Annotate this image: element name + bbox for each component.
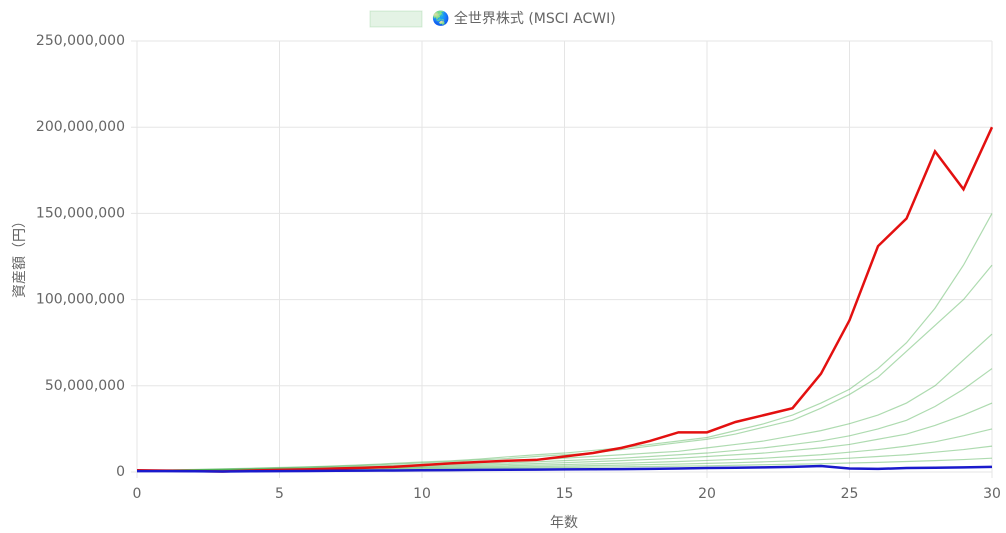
series-line	[136, 333, 993, 471]
x-tick-label: 25	[841, 486, 859, 502]
y-tick-label: 50,000,000	[45, 378, 125, 394]
y-tick-label: 100,000,000	[36, 292, 125, 308]
x-tick-label: 15	[556, 486, 574, 502]
legend-label: 🌏 全世界株式 (MSCI ACWI)	[432, 10, 616, 27]
series-line	[136, 264, 993, 471]
y-tick-label: 150,000,000	[36, 205, 125, 221]
x-axis-label: 年数	[550, 515, 578, 531]
y-tick-label: 0	[116, 464, 125, 480]
x-tick-label: 20	[698, 486, 716, 502]
y-tick-label: 200,000,000	[36, 119, 125, 135]
series-line	[136, 213, 993, 471]
x-tick-label: 0	[133, 486, 142, 502]
legend-swatch	[369, 10, 423, 28]
y-axis-label: 資産額（円）	[12, 214, 28, 298]
x-tick-label: 30	[983, 486, 1001, 502]
x-tick-label: 5	[275, 486, 284, 502]
x-tick-label: 10	[413, 486, 431, 502]
series-line	[137, 464, 993, 473]
y-tick-label: 250,000,000	[36, 33, 125, 49]
